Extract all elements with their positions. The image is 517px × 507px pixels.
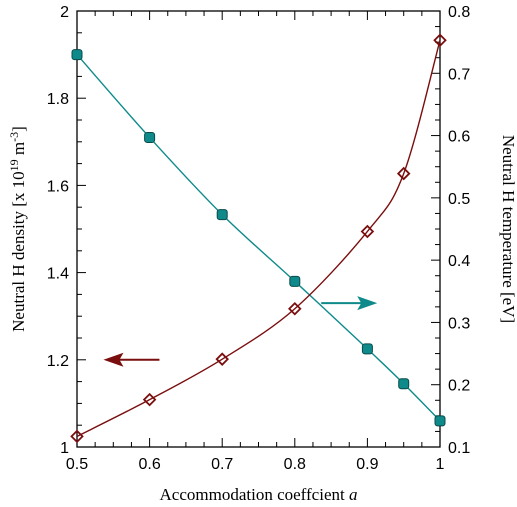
data-point-square bbox=[434, 415, 446, 427]
y-right-tick-label: 0.4 bbox=[448, 253, 470, 270]
y-right-tick-label: 0.8 bbox=[448, 4, 470, 21]
series-line-right bbox=[76, 40, 441, 438]
y-left-tick-label: 1.2 bbox=[47, 353, 69, 370]
data-point-square bbox=[361, 343, 373, 355]
arrow-right-head-icon bbox=[357, 296, 378, 311]
y-right-tick-label: 0.2 bbox=[448, 378, 470, 395]
annotations-group bbox=[103, 296, 378, 367]
y-right-axis-title: Neutral H temperature [eV] bbox=[499, 135, 517, 323]
y-left-axis-title-superscript: -3 bbox=[7, 132, 21, 142]
data-point-square bbox=[144, 131, 156, 143]
y-right-tick-label: 0.3 bbox=[448, 315, 470, 332]
y-right-tick-label: 0.6 bbox=[448, 129, 470, 146]
data-point-diamond bbox=[142, 392, 157, 407]
x-tick-label: 0.5 bbox=[66, 456, 88, 473]
data-point-square bbox=[289, 275, 301, 287]
data-point-diamond bbox=[70, 429, 84, 444]
y-left-tick-label: 2 bbox=[60, 4, 69, 21]
data-point-square bbox=[71, 49, 83, 61]
data-point-diamond bbox=[288, 301, 302, 316]
data-point-diamond bbox=[396, 166, 411, 181]
x-axis-title-text: Accommodation coeffcient bbox=[160, 485, 349, 504]
y-left-axis-title-part: Neutral H density [x 10 bbox=[9, 171, 28, 332]
plot-frame bbox=[76, 10, 441, 448]
x-axis-title: Accommodation coeffcient a bbox=[160, 485, 358, 504]
x-tick-label: 0.7 bbox=[211, 456, 233, 473]
data-point-square bbox=[398, 378, 410, 390]
y-right-tick-label: 0.7 bbox=[448, 66, 470, 83]
y-left-tick-label: 1.8 bbox=[47, 91, 69, 108]
axes-group bbox=[76, 10, 441, 448]
x-tick-label: 0.6 bbox=[138, 456, 160, 473]
data-point-square bbox=[216, 209, 228, 221]
y-left-axis-title-superscript: 19 bbox=[7, 159, 21, 171]
y-right-tick-label: 0.5 bbox=[448, 191, 470, 208]
x-tick-label: 0.8 bbox=[284, 456, 306, 473]
y-left-axis-title: Neutral H density [x 1019 m-3] bbox=[7, 126, 28, 332]
labels-group: 0.5 0.6 0.7 0.8 0.9 1 1 1.2 1.4 1.6 1.8 2 0.1 0.2 0.3 0… bbox=[7, 4, 517, 504]
y-left-tick-label: 1 bbox=[60, 440, 69, 457]
series-group bbox=[76, 40, 441, 438]
arrow-left-head-icon bbox=[103, 352, 124, 367]
x-tick-label: 0.9 bbox=[356, 456, 378, 473]
y-left-tick-label: 1.6 bbox=[47, 178, 69, 195]
y-left-tick-label: 1.4 bbox=[47, 266, 69, 283]
data-point-diamond bbox=[360, 224, 375, 239]
markers-group bbox=[70, 33, 447, 444]
data-point-diamond bbox=[433, 33, 447, 48]
x-tick-label: 1 bbox=[436, 456, 445, 473]
series-line-left bbox=[76, 54, 441, 422]
x-axis-title-symbol: a bbox=[349, 485, 358, 504]
data-point-diamond bbox=[215, 352, 229, 366]
y-left-axis-title-part: ] bbox=[9, 126, 28, 132]
y-left-axis-title-part: m bbox=[9, 142, 28, 159]
y-right-tick-label: 0.1 bbox=[448, 440, 470, 457]
